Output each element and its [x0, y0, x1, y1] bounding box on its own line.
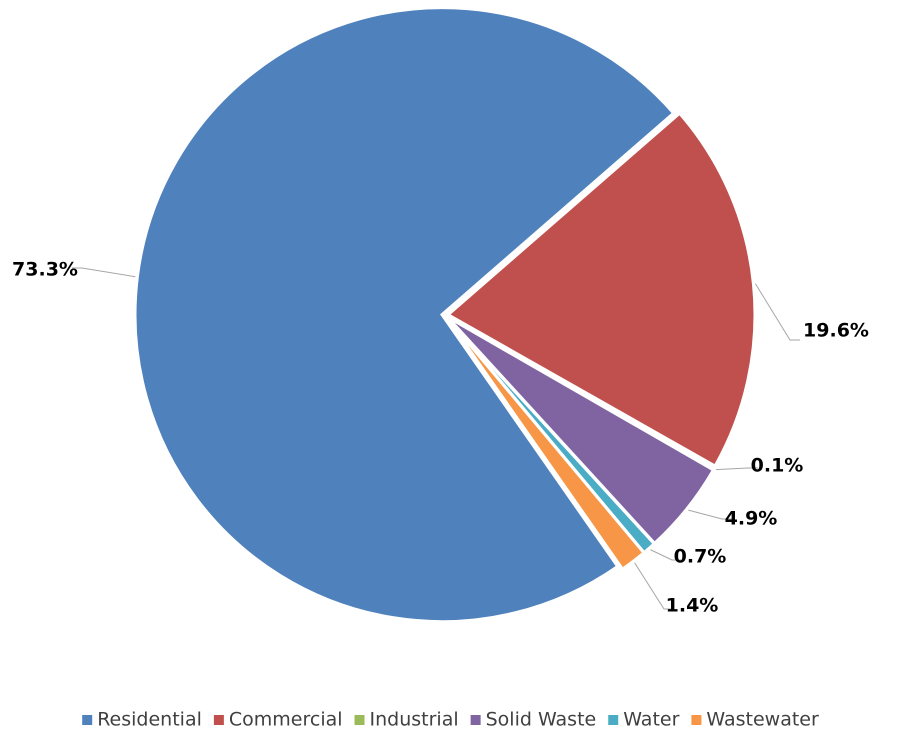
- leader-line: [72, 267, 136, 278]
- legend-swatch: [213, 715, 224, 725]
- legend-swatch: [608, 715, 619, 725]
- legend-swatch: [354, 715, 365, 725]
- leader-line: [634, 562, 674, 610]
- legend-label: Solid Waste: [486, 709, 597, 731]
- legend-label: Industrial: [370, 709, 459, 731]
- legend-label: Wastewater: [706, 709, 819, 731]
- legend: Residential Commercial Industrial Solid Was…: [82, 709, 819, 731]
- legend-label: Commercial: [229, 709, 343, 731]
- pie-slice: [445, 111, 757, 469]
- legend-label: Water: [623, 709, 679, 731]
- data-label: 0.1%: [751, 455, 804, 477]
- data-label: 73.3%: [12, 259, 78, 281]
- legend-swatch: [691, 715, 702, 725]
- leader-line: [650, 549, 682, 561]
- data-label: 4.9%: [725, 508, 778, 530]
- pie-slice: [445, 316, 647, 572]
- leader-line: [715, 467, 758, 471]
- legend-swatch: [82, 715, 93, 725]
- legend-swatch: [470, 715, 481, 725]
- data-label: 0.7%: [674, 546, 727, 568]
- leader-line: [755, 283, 800, 341]
- pie-slice: [133, 6, 676, 624]
- legend-label: Residential: [97, 709, 202, 731]
- leader-line: [688, 509, 732, 520]
- data-label: 19.6%: [803, 320, 869, 342]
- data-label: 1.4%: [666, 595, 719, 617]
